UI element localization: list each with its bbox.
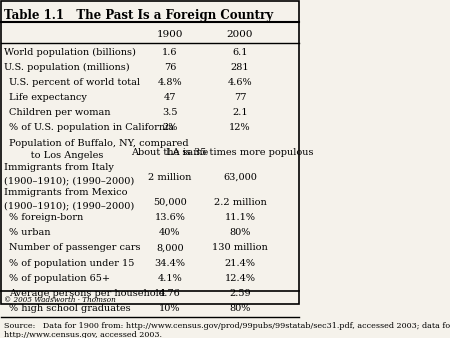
Text: About the same: About the same	[131, 148, 208, 157]
Text: % urban: % urban	[9, 228, 50, 237]
Text: 76: 76	[164, 63, 176, 72]
Text: Children per woman: Children per woman	[9, 108, 110, 117]
Text: 2.2 million: 2.2 million	[213, 198, 266, 207]
Text: 2000: 2000	[227, 30, 253, 39]
Text: 10%: 10%	[159, 304, 180, 313]
Text: 281: 281	[230, 63, 249, 72]
Text: World population (billions): World population (billions)	[4, 48, 136, 57]
Text: 3.5: 3.5	[162, 108, 178, 117]
Text: 13.6%: 13.6%	[154, 213, 185, 222]
Text: 4.8%: 4.8%	[158, 78, 182, 87]
Text: 2.59: 2.59	[229, 289, 251, 298]
Text: Source:   Data for 1900 from: http://www.census.gov/prod/99pubs/99statab/sec31.p: Source: Data for 1900 from: http://www.c…	[4, 322, 450, 338]
Text: 130 million: 130 million	[212, 243, 268, 252]
Text: (1900–1910); (1990–2000): (1900–1910); (1990–2000)	[4, 176, 135, 185]
Text: 11.1%: 11.1%	[225, 213, 256, 222]
Text: to Los Angeles: to Los Angeles	[12, 151, 103, 160]
Text: 2 million: 2 million	[148, 173, 192, 182]
Text: 2%: 2%	[162, 123, 177, 132]
Text: 12.4%: 12.4%	[225, 274, 256, 283]
Text: 63,000: 63,000	[223, 173, 257, 182]
Text: Immigrants from Mexico: Immigrants from Mexico	[4, 188, 128, 197]
Text: © 2005 Wadsworth · Thomson: © 2005 Wadsworth · Thomson	[4, 296, 116, 304]
Text: Table 1.1   The Past Is a Foreign Country: Table 1.1 The Past Is a Foreign Country	[4, 9, 274, 22]
Text: 4.1%: 4.1%	[158, 274, 182, 283]
Text: 8,000: 8,000	[156, 243, 184, 252]
Text: 6.1: 6.1	[232, 48, 248, 57]
Text: 1.6: 1.6	[162, 48, 178, 57]
Text: 34.4%: 34.4%	[154, 259, 185, 268]
Text: 21.4%: 21.4%	[225, 259, 256, 268]
Text: Number of passenger cars: Number of passenger cars	[9, 243, 140, 252]
Text: Population of Buffalo, NY, compared: Population of Buffalo, NY, compared	[9, 139, 189, 148]
Text: % high school graduates: % high school graduates	[9, 304, 130, 313]
Text: Immigrants from Italy: Immigrants from Italy	[4, 164, 114, 172]
Text: U.S. population (millions): U.S. population (millions)	[4, 63, 130, 72]
Text: 4.6%: 4.6%	[228, 78, 252, 87]
Text: LA is 35 times more populous: LA is 35 times more populous	[166, 148, 314, 157]
Text: % of population 65+: % of population 65+	[9, 274, 110, 283]
Text: (1900–1910); (1990–2000): (1900–1910); (1990–2000)	[4, 201, 135, 210]
Text: 47: 47	[163, 93, 176, 102]
Text: U.S. percent of world total: U.S. percent of world total	[9, 78, 140, 87]
Text: % foreign-born: % foreign-born	[9, 213, 83, 222]
Text: 2.1: 2.1	[232, 108, 248, 117]
Text: % of U.S. population in California: % of U.S. population in California	[9, 123, 174, 132]
Text: 1900: 1900	[157, 30, 183, 39]
Text: Average persons per household: Average persons per household	[9, 289, 165, 298]
Text: 40%: 40%	[159, 228, 180, 237]
Text: 12%: 12%	[229, 123, 251, 132]
Text: 4.76: 4.76	[159, 289, 181, 298]
Text: Life expectancy: Life expectancy	[9, 93, 87, 102]
Text: 80%: 80%	[229, 304, 251, 313]
Text: 50,000: 50,000	[153, 198, 187, 207]
Text: 80%: 80%	[229, 228, 251, 237]
Text: % of population under 15: % of population under 15	[9, 259, 134, 268]
Text: 77: 77	[234, 93, 246, 102]
